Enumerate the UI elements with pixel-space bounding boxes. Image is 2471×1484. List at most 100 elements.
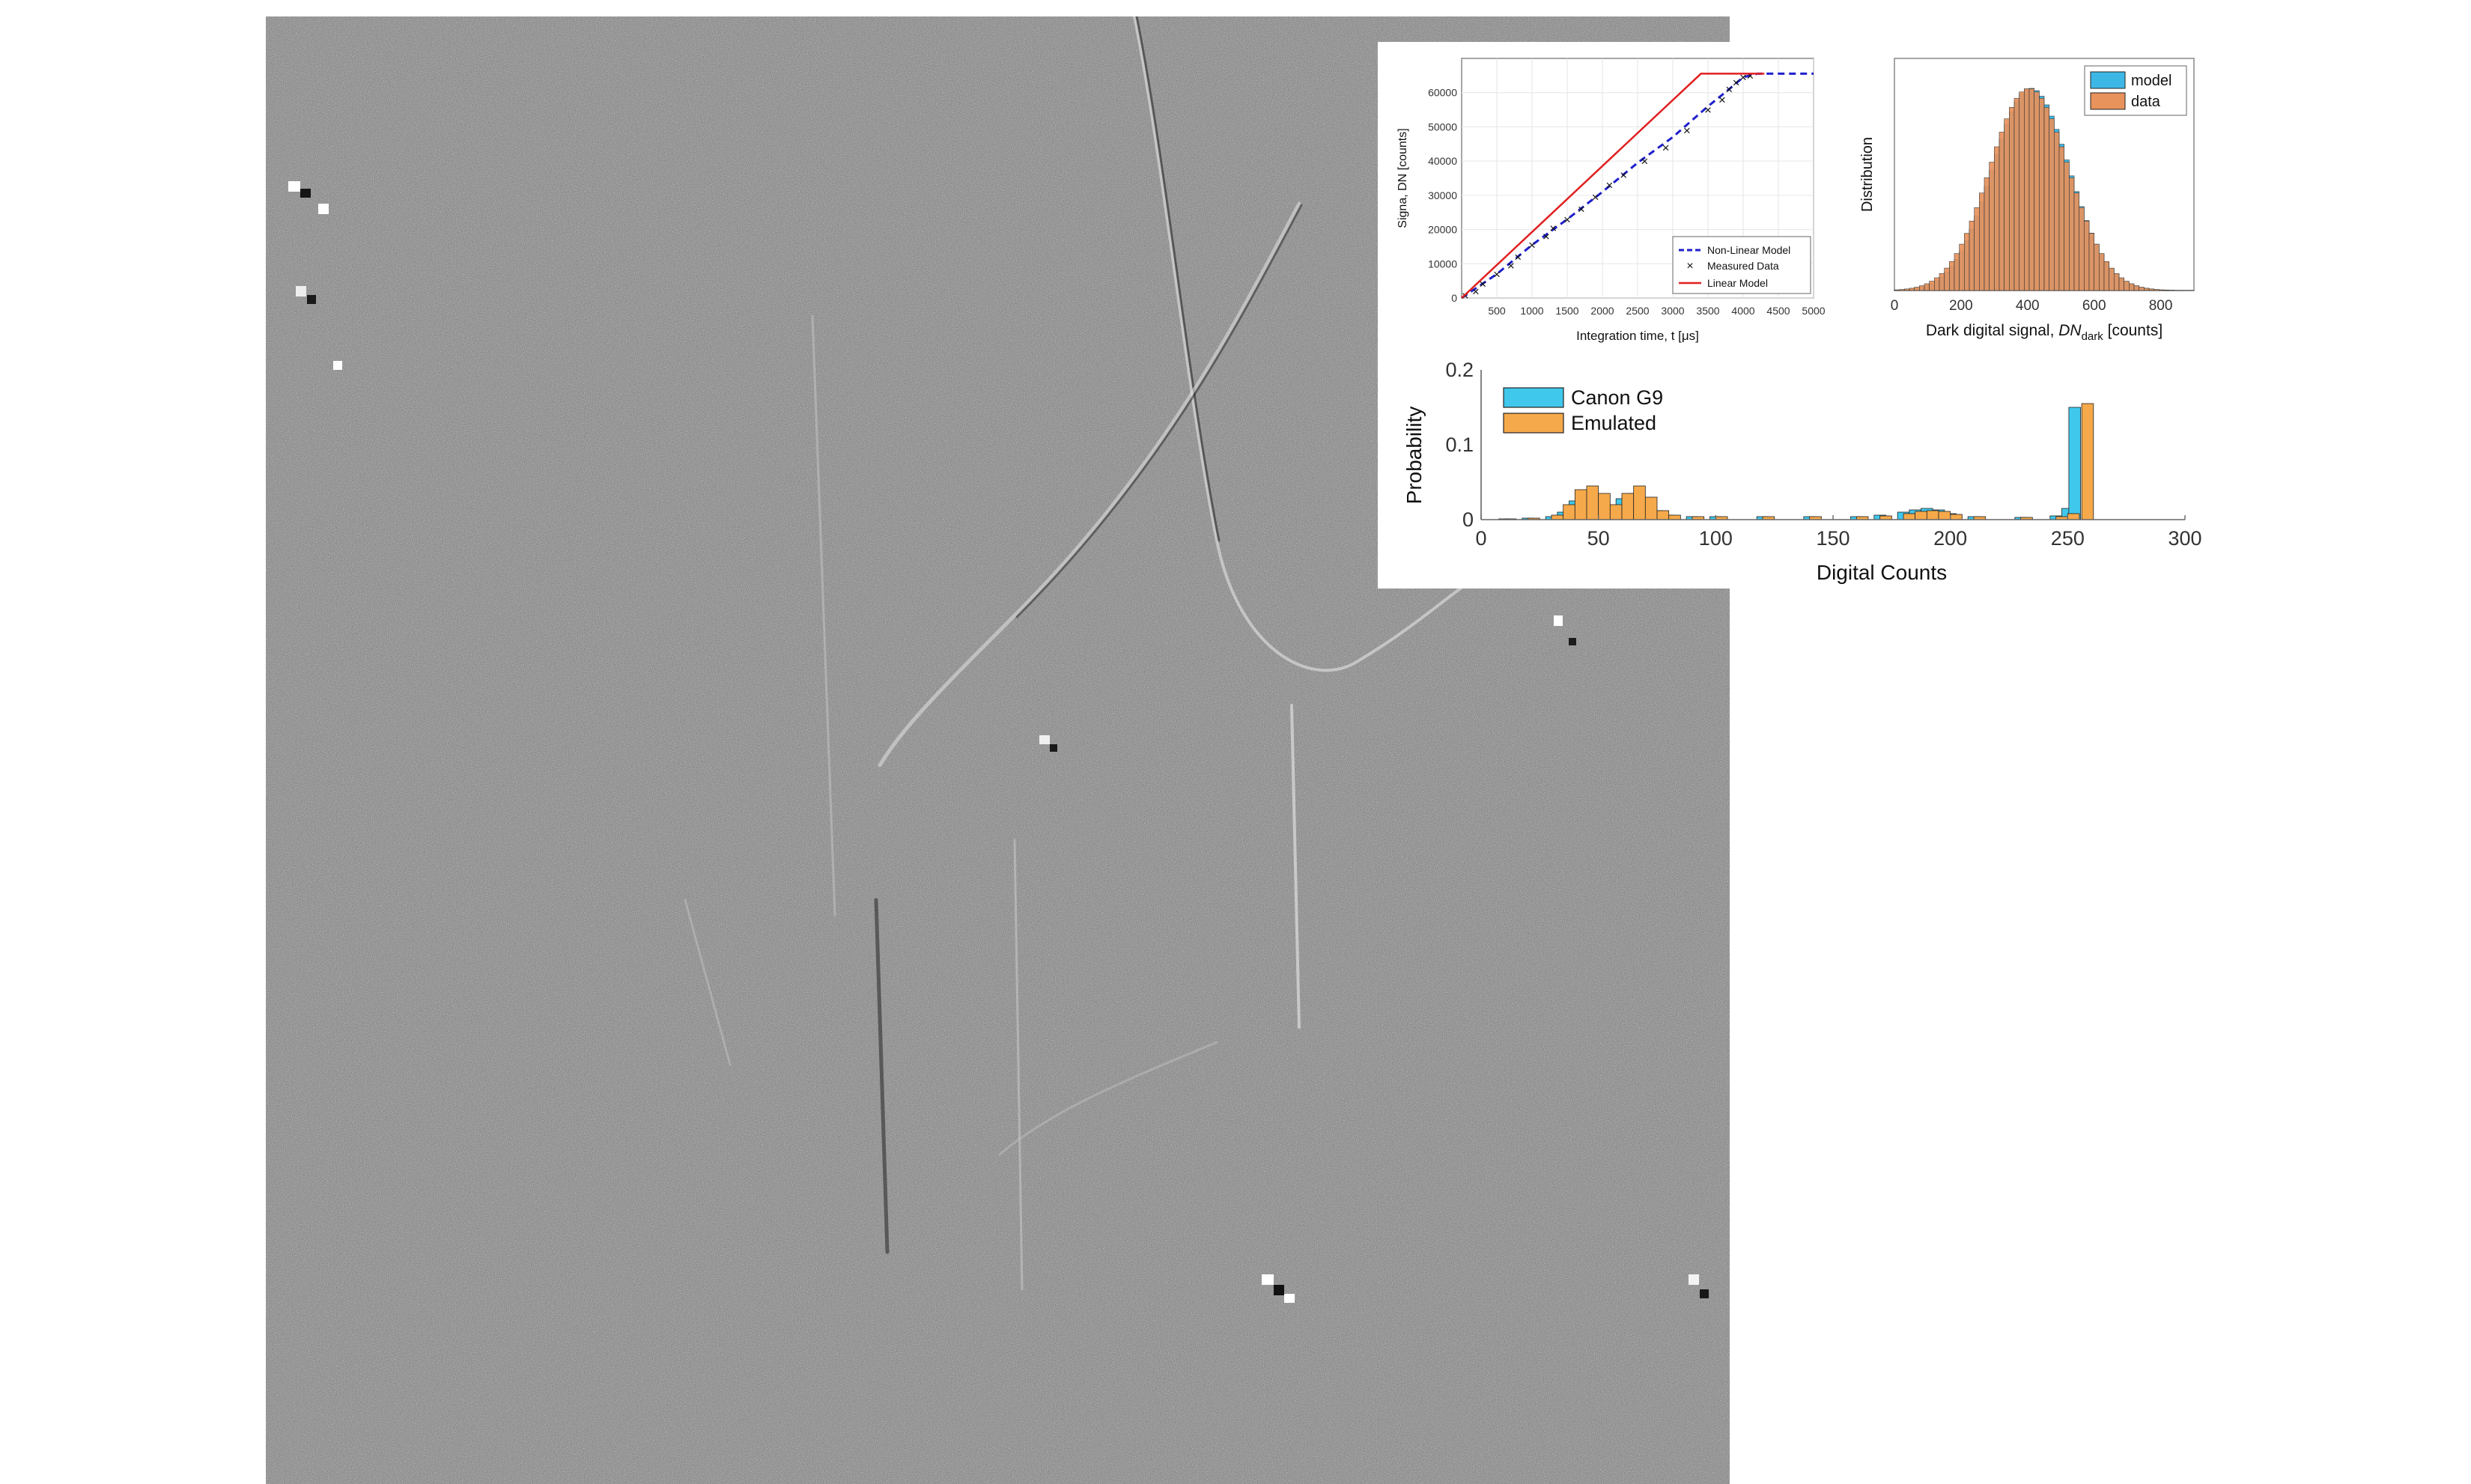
dark-signal-x-label: Dark digital signal, DNdark [counts] <box>1926 322 2162 343</box>
legend-nonlinear-label: Non-Linear Model <box>1707 244 1790 256</box>
data-bar <box>2114 273 2119 291</box>
data-bar <box>1909 288 1915 291</box>
data-bar <box>1969 221 1975 291</box>
digital-counts-x-label: Digital Counts <box>1817 561 1947 584</box>
data-bar <box>1904 289 1909 291</box>
data-bar <box>2005 119 2010 291</box>
data-bar <box>2029 88 2034 291</box>
digital-counts-x-tick-label: 150 <box>1816 527 1850 550</box>
data-bar <box>2079 207 2085 291</box>
data-bar <box>2159 290 2164 291</box>
legend-data-swatch <box>2091 93 2125 109</box>
digital-counts-legend: Canon G9 Emulated <box>1504 386 1663 434</box>
data-bar <box>1984 177 1990 291</box>
emulated-bar <box>1903 514 1915 520</box>
linearity-y-tick-label: 40000 <box>1428 155 1457 167</box>
data-bar <box>2049 119 2055 291</box>
measured-data-point: × <box>1605 178 1613 192</box>
data-bar <box>2014 98 2019 291</box>
data-bar <box>1954 254 1960 291</box>
data-bar <box>1994 147 1999 291</box>
linearity-x-tick-label: 4000 <box>1731 305 1754 317</box>
emulated-bar <box>1551 515 1563 520</box>
data-bar <box>2154 290 2160 291</box>
emulated-bar <box>1575 490 1587 520</box>
legend-model-swatch <box>2091 72 2125 88</box>
dark-signal-legend: model data <box>2085 66 2186 115</box>
emulated-bar <box>1599 493 1611 520</box>
digital-counts-y-label: Probability <box>1402 407 1426 505</box>
measured-data-point: × <box>1578 202 1585 216</box>
dark-signal-x-tick-label: 800 <box>2149 298 2173 314</box>
emulated-bar <box>1622 493 1634 520</box>
data-bar <box>2064 162 2070 291</box>
data-bar <box>2039 98 2044 291</box>
dark-signal-y-label: Distribution <box>1859 137 1876 212</box>
data-bar <box>2089 234 2094 291</box>
data-bar <box>2084 221 2089 291</box>
data-bar <box>2074 193 2079 291</box>
canon-g9-bar <box>2069 407 2081 520</box>
emulated-bar <box>1951 514 1963 520</box>
legend-emulated-swatch <box>1504 413 1563 433</box>
linearity-x-tick-label: 500 <box>1488 305 1506 317</box>
digital-counts-x-tick-label: 0 <box>1475 527 1486 550</box>
data-bar <box>2124 281 2130 291</box>
data-bar <box>2099 254 2104 291</box>
linearity-y-tick-label: 30000 <box>1428 189 1457 201</box>
linearity-x-tick-label: 5000 <box>1802 305 1825 317</box>
data-bar <box>2139 287 2145 291</box>
linearity-y-tick-label: 0 <box>1451 292 1457 304</box>
emulated-bar <box>1563 505 1575 520</box>
emulated-bar <box>1645 497 1657 520</box>
legend-emulated-label: Emulated <box>1571 412 1656 434</box>
emulated-bar <box>2082 404 2094 520</box>
data-bar <box>1924 284 1930 291</box>
digital-counts-x-tick-label: 300 <box>2168 527 2201 550</box>
data-bar <box>2009 107 2014 291</box>
data-bar <box>2044 107 2049 291</box>
legend-canon-label: Canon G9 <box>1571 386 1663 409</box>
data-bar <box>1960 244 1965 291</box>
measured-data-point: × <box>1683 124 1691 138</box>
linearity-y-label: Signa, DN [counts] <box>1396 128 1409 228</box>
emulated-bar <box>1587 486 1599 520</box>
measured-data-point: × <box>1549 221 1557 235</box>
dark-signal-x-tick-label: 0 <box>1891 298 1899 314</box>
emulated-bar <box>1610 505 1622 520</box>
digital-counts-x-tick-label: 250 <box>2051 527 2085 550</box>
linearity-y-tick-label: 10000 <box>1428 258 1457 270</box>
data-bar <box>2119 278 2124 291</box>
measured-data-point: × <box>1620 168 1627 182</box>
emulated-bar <box>2067 514 2079 520</box>
data-bar <box>2094 244 2100 291</box>
legend-measured-label: Measured Data <box>1707 260 1779 272</box>
data-bar <box>2019 92 2025 291</box>
measured-data-point: × <box>1641 154 1648 168</box>
linearity-x-tick-label: 1000 <box>1520 305 1543 317</box>
linearity-y-tick-label: 20000 <box>1428 224 1457 236</box>
linearity-x-tick-label: 2000 <box>1590 305 1614 317</box>
digital-counts-x-tick-label: 50 <box>1587 527 1610 550</box>
measured-data-point: × <box>1704 103 1712 118</box>
digital-counts-x-tick-label: 200 <box>1933 527 1967 550</box>
digital-counts-y-tick-label: 0.2 <box>1445 359 1474 381</box>
legend-linear-label: Linear Model <box>1707 277 1768 289</box>
linearity-x-tick-label: 3000 <box>1661 305 1684 317</box>
data-bar <box>2034 92 2040 291</box>
measured-data-point: × <box>1746 69 1754 83</box>
data-bar <box>2024 88 2029 291</box>
linearity-x-tick-label: 2500 <box>1626 305 1649 317</box>
measured-data-point: × <box>1592 190 1599 204</box>
digital-counts-y-ticks: 00.10.2 <box>1445 359 1474 531</box>
legend-measured-marker: × <box>1686 260 1693 273</box>
measured-data-point: × <box>1514 250 1522 264</box>
linearity-x-label: Integration time, t [μs] <box>1576 329 1699 343</box>
data-bar <box>1930 281 1935 291</box>
